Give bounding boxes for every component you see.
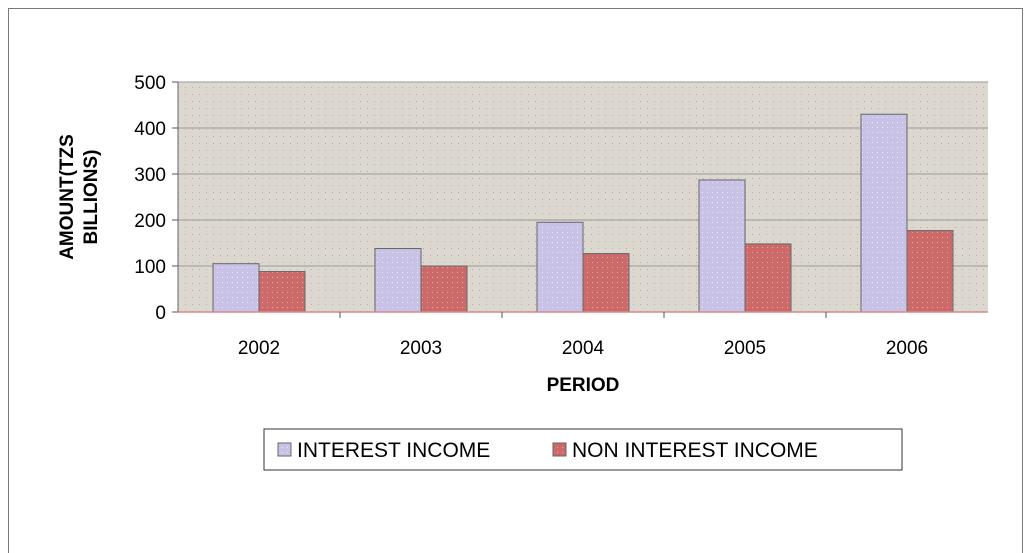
y-axis: 0 100 200 300 400 500: [134, 73, 179, 324]
bar-non-interest-income: [258, 271, 306, 313]
bar-non-interest-income: [582, 253, 630, 313]
y-tick-label: 0: [155, 303, 166, 324]
legend-box: [263, 428, 903, 471]
chart-frame: [8, 8, 1023, 553]
legend: INTEREST INCOME NON INTEREST INCOME: [263, 428, 903, 471]
bar-non-interest-income: [744, 243, 792, 313]
y-tick-label: 200: [134, 211, 166, 232]
x-tick-label: 2004: [562, 338, 605, 359]
y-tick-label: 400: [134, 119, 166, 140]
bar-interest-income: [212, 263, 260, 313]
y-tick-label: 300: [134, 165, 166, 186]
bar-interest-income: [698, 179, 746, 313]
bar-interest-income: [536, 221, 584, 313]
legend-swatch-non-interest-income: [552, 442, 567, 457]
bar-interest-income: [374, 248, 422, 313]
y-tick-label: 100: [134, 257, 166, 278]
x-tick-label: 2005: [724, 338, 766, 359]
y-axis-title-line-2: BILLIONS): [81, 150, 102, 245]
legend-swatch-interest-income: [277, 442, 292, 457]
legend-label-non-interest-income: NON INTEREST INCOME: [572, 439, 818, 462]
x-axis-title: PERIOD: [547, 375, 620, 396]
y-tick-label: 500: [134, 73, 166, 94]
x-tick-label: 2003: [400, 338, 442, 359]
y-axis-title: AMOUNT(TZS BILLIONS): [57, 134, 102, 260]
bar-non-interest-income: [420, 265, 468, 313]
x-tick-label: 2006: [886, 338, 928, 359]
x-tick-label: 2002: [238, 338, 280, 359]
x-axis: 2002 2003 2004 2005 2006: [178, 311, 988, 359]
y-axis-title-line-1: AMOUNT(TZS: [57, 134, 78, 260]
bars: [212, 113, 954, 313]
bar-interest-income: [860, 113, 908, 313]
legend-label-interest-income: INTEREST INCOME: [297, 439, 490, 462]
bar-non-interest-income: [906, 230, 954, 313]
